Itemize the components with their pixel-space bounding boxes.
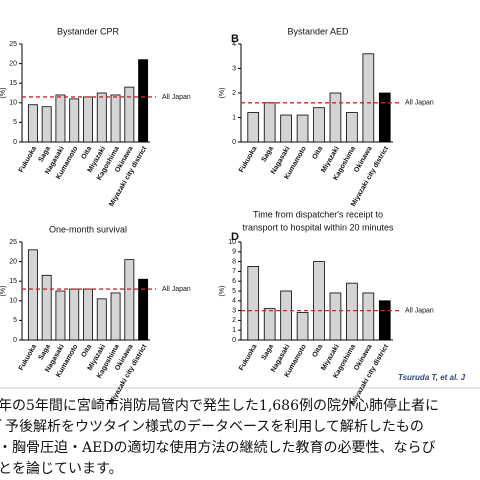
bar — [69, 288, 80, 341]
x-tick-label: Saga — [261, 145, 275, 163]
y-tick-label: 9 — [232, 249, 236, 256]
y-tick-label: 4 — [232, 298, 236, 305]
bar — [83, 288, 93, 341]
x-tick-label: Saga — [261, 343, 275, 361]
bar — [27, 104, 38, 143]
bar — [41, 274, 52, 341]
body-text: ・胸骨圧迫・AEDの適切な使用方法の継続した教育の必要性、ならび — [0, 439, 436, 456]
bar — [346, 112, 358, 143]
x-tick-label: Fukuoka — [238, 145, 259, 174]
y-tick-label: 10 — [9, 100, 17, 107]
y-tick-label: 6 — [232, 278, 236, 285]
y-tick-label: 0 — [13, 139, 17, 146]
bar — [362, 53, 375, 143]
bar — [138, 59, 149, 143]
x-tick-label: Fukuoka — [18, 145, 39, 174]
y-tick-label: 10 — [9, 298, 17, 305]
y-tick-label: 3 — [232, 307, 236, 314]
chart-title: Bystander CPR — [57, 26, 120, 36]
bar — [313, 107, 325, 143]
bar — [69, 98, 80, 143]
x-tick-label: Oita — [311, 145, 324, 160]
y-tick-label: 15 — [9, 80, 17, 87]
bar — [83, 96, 93, 143]
bar — [329, 292, 342, 341]
bar — [27, 249, 38, 341]
reference-label: All Japan — [162, 286, 191, 293]
y-tick-label: 0 — [232, 139, 236, 146]
bar — [346, 282, 358, 341]
panel-letter: B — [231, 33, 239, 45]
y-tick-label: 25 — [9, 239, 17, 246]
reference-label: All Japan — [405, 307, 434, 314]
chart-title: Time from dispatcher's receipt to — [253, 209, 383, 219]
bar — [263, 308, 276, 341]
bar — [296, 114, 309, 143]
x-tick-label: Oita — [80, 343, 93, 358]
bar — [280, 114, 292, 143]
bar — [378, 300, 391, 341]
body-text: ﾞ予後解析をウツタイン様式のデータベースを利用して解析したもの — [0, 418, 424, 435]
y-tick-label: 4 — [232, 41, 236, 48]
y-tick-label: 0 — [232, 337, 236, 344]
y-tick-label: 2 — [232, 90, 236, 97]
bar — [296, 312, 309, 341]
bar — [124, 86, 135, 143]
y-tick-label: 1 — [232, 327, 236, 334]
bar — [263, 102, 276, 143]
chart-title: Bystander AED — [287, 26, 349, 36]
x-tick-label: Oita — [80, 145, 93, 160]
y-tick-label: 10 — [228, 239, 236, 246]
body-text: とを論じています。 — [0, 461, 123, 477]
bar — [41, 106, 52, 143]
body-text: 年の5年間に宮崎市消防局管内で発生した1,686例の院外心肺停止者に — [0, 397, 439, 414]
y-tick-label: 20 — [9, 258, 17, 265]
x-tick-label: Oita — [311, 343, 324, 358]
chart-title: One-month survival — [49, 224, 127, 234]
citation: Tsuruda T, et al. J — [398, 373, 466, 382]
y-tick-label: 15 — [9, 278, 17, 285]
bar — [55, 290, 66, 341]
reference-label: All Japan — [405, 100, 434, 107]
panel-letter: D — [231, 231, 239, 243]
y-tick-label: 5 — [232, 288, 236, 295]
y-tick-label: 5 — [13, 119, 17, 126]
y-tick-label: 8 — [232, 258, 236, 265]
bar — [362, 292, 375, 341]
bar — [329, 92, 342, 143]
y-tick-label: 0 — [13, 337, 17, 344]
y-axis-label: (%) — [0, 286, 7, 297]
chart-title: transport to hospital within 20 minutes — [242, 222, 394, 232]
bar — [55, 94, 66, 143]
bar — [110, 292, 121, 341]
y-tick-label: 5 — [13, 317, 17, 324]
bar — [138, 278, 149, 341]
y-tick-label: 2 — [232, 317, 236, 324]
y-axis-label: (%) — [219, 88, 226, 99]
y-tick-label: 1 — [232, 114, 236, 121]
bar — [96, 298, 107, 341]
y-tick-label: 3 — [232, 65, 236, 72]
bar — [313, 261, 325, 341]
y-tick-label: 7 — [232, 268, 236, 275]
bar — [247, 112, 260, 143]
x-tick-label: Fukuoka — [238, 343, 259, 372]
bar — [110, 94, 121, 143]
bar — [247, 266, 260, 341]
y-axis-label: (%) — [0, 88, 7, 99]
y-tick-label: 20 — [9, 60, 17, 67]
y-axis-label: (%) — [219, 286, 226, 297]
bar — [96, 92, 107, 143]
bar — [378, 92, 391, 143]
bar — [280, 290, 292, 341]
bar — [124, 259, 135, 341]
reference-label: All Japan — [162, 94, 191, 101]
x-tick-label: Fukuoka — [18, 343, 39, 372]
y-tick-label: 25 — [9, 41, 17, 48]
